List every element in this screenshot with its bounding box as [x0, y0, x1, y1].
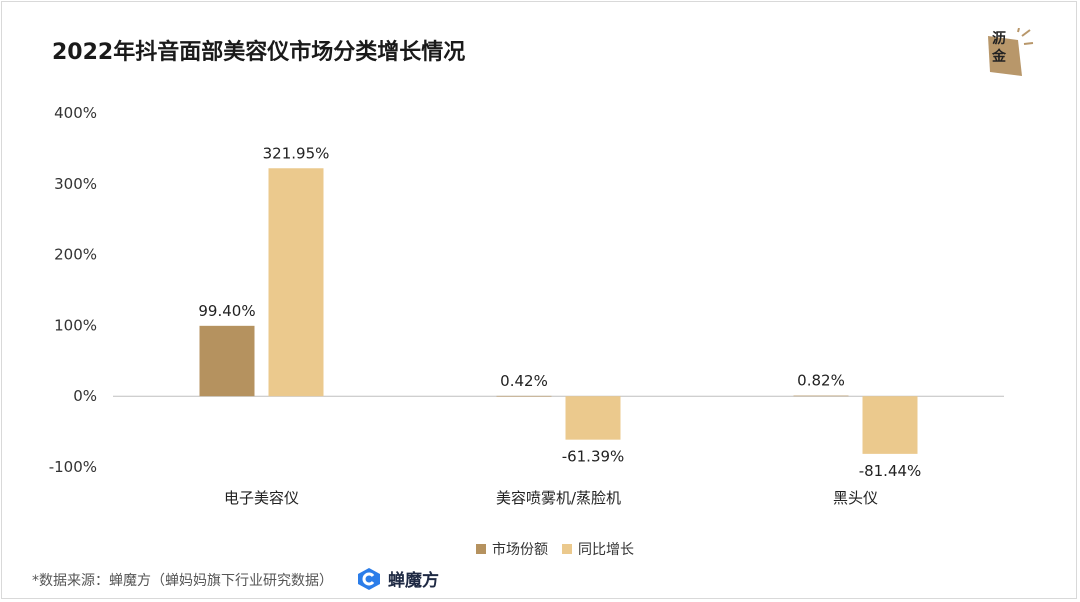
y-tick-label: 300%	[54, 175, 97, 193]
data-label: -61.39%	[562, 448, 625, 466]
legend-item-growth[interactable]: 同比增长	[562, 539, 634, 559]
bar-share	[199, 325, 255, 397]
legend-label-share: 市场份额	[492, 542, 548, 558]
chart-title: 2022年抖音面部美容仪市场分类增长情况	[52, 40, 466, 65]
bar-growth	[565, 396, 621, 440]
category-label: 黑头仪	[833, 489, 878, 507]
category-label: 电子美容仪	[224, 489, 299, 507]
data-label: -81.44%	[859, 462, 922, 480]
data-label: 321.95%	[263, 144, 330, 162]
data-label: 99.40%	[198, 302, 255, 320]
data-label: 0.42%	[500, 372, 548, 390]
y-tick-label: -100%	[49, 458, 97, 476]
data-label: 0.82%	[797, 372, 845, 390]
logo-char-2: 金	[992, 49, 1006, 65]
bar-growth	[862, 396, 918, 454]
bar-share	[496, 395, 552, 397]
chanmofang-logo-icon	[358, 567, 380, 590]
lijin-logo-icon	[988, 28, 1034, 76]
bar-share	[793, 395, 849, 397]
legend: 市场份额 同比增长	[476, 539, 634, 559]
y-tick-label: 100%	[54, 316, 97, 334]
category-label: 美容喷雾机/蒸脸机	[496, 489, 621, 507]
y-tick-label: 200%	[54, 246, 97, 264]
brand-logo: 蝉魔方	[356, 566, 439, 591]
legend-label-growth: 同比增长	[578, 542, 634, 558]
logo-label: 沥 金	[988, 30, 1010, 66]
y-tick-label: 0%	[73, 387, 97, 405]
y-tick-label: 400%	[54, 104, 97, 122]
legend-swatch-growth	[562, 544, 572, 554]
data-source-note: *数据来源：蝉魔方（蝉妈妈旗下行业研究数据）	[32, 573, 333, 589]
legend-swatch-share	[476, 544, 486, 554]
bar-growth	[268, 168, 324, 397]
brand-name: 蝉魔方	[388, 571, 439, 591]
logo-char-1: 沥	[992, 31, 1006, 47]
legend-item-share[interactable]: 市场份额	[476, 539, 548, 559]
